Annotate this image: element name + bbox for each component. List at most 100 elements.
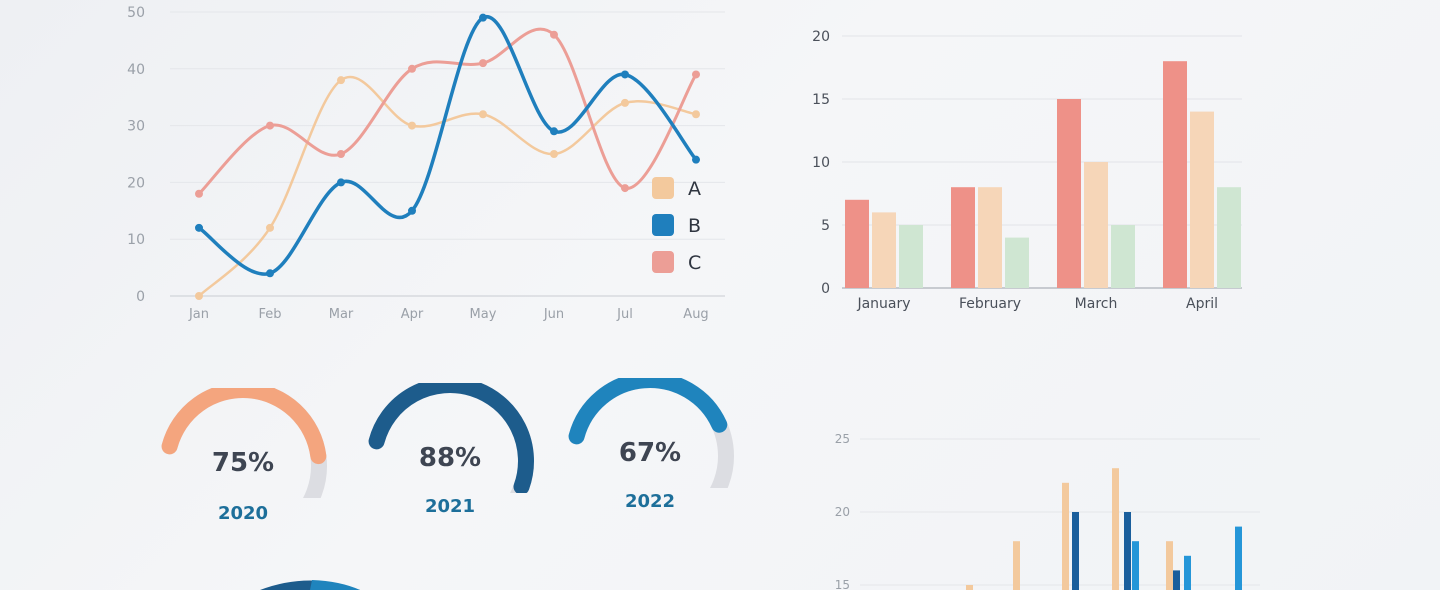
gauge-year: 2021	[424, 496, 476, 517]
x-tick-label: Jun	[543, 307, 564, 322]
bar-chart-2: 15 20 25	[835, 432, 1260, 590]
legend-swatch	[652, 251, 674, 273]
data-point	[479, 110, 487, 119]
bar	[1013, 541, 1020, 590]
data-point	[266, 223, 274, 232]
data-point	[550, 127, 558, 136]
y-tick-label: 10	[127, 232, 145, 248]
x-tick-label: Feb	[258, 307, 281, 322]
gauge-arc	[161, 382, 327, 528]
gauge-fill	[161, 382, 327, 465]
bar-chart: 0 5 10 15 20 January February March April	[812, 29, 1242, 312]
gauge-year: 2020	[217, 503, 269, 524]
gauge-arc	[368, 377, 534, 523]
bar	[1057, 99, 1081, 288]
data-point	[337, 150, 345, 158]
bar	[1166, 541, 1173, 590]
bar	[1072, 512, 1079, 590]
y-tick-label: 20	[812, 29, 830, 45]
bar	[1084, 162, 1108, 288]
legend-label: B	[688, 215, 701, 237]
y-tick-label: 25	[835, 432, 850, 446]
data-point	[550, 150, 558, 158]
bar	[845, 199, 869, 288]
bar	[978, 187, 1002, 288]
bar	[1124, 512, 1131, 590]
gauge-value: 88%	[418, 443, 482, 473]
bar	[966, 585, 973, 590]
data-point	[408, 206, 416, 215]
gauge-fill	[568, 372, 728, 445]
x-tick-label: April	[1186, 296, 1218, 312]
bar	[899, 225, 923, 288]
gauge-value: 67%	[618, 438, 682, 468]
gauge-year: 2022	[624, 491, 676, 512]
y-tick-label: 0	[821, 281, 830, 297]
data-point	[408, 64, 416, 73]
line-series-b	[197, 15, 698, 276]
data-point	[195, 292, 203, 300]
bar	[1217, 187, 1241, 288]
data-point	[408, 121, 416, 130]
bar	[951, 187, 975, 288]
x-tick-label: Apr	[401, 307, 424, 322]
legend-label: C	[688, 252, 701, 274]
y-tick-label: 30	[127, 119, 145, 135]
bar	[1132, 541, 1139, 590]
gauge-value: 75%	[211, 448, 275, 478]
bar	[1005, 237, 1029, 288]
line-chart: 0 10 20 30 40 50 Jan Feb Mar Apr May Jun Jul Aug ABC	[127, 5, 725, 322]
data-point	[195, 189, 203, 198]
bar	[1062, 482, 1069, 590]
y-tick-label: 15	[812, 92, 830, 108]
data-point	[266, 269, 274, 278]
y-tick-label: 20	[127, 175, 145, 191]
x-tick-label: Aug	[683, 307, 708, 322]
data-point	[195, 223, 203, 232]
bar	[1235, 526, 1242, 590]
data-point	[692, 155, 700, 164]
y-tick-label: 20	[835, 505, 850, 519]
data-point	[550, 30, 558, 39]
y-tick-label: 15	[835, 578, 850, 590]
x-tick-label: March	[1075, 296, 1118, 312]
gauge-2020: 75% 2020	[143, 382, 343, 548]
gauge-fill	[368, 377, 534, 495]
gauge-2021: 88% 2021	[350, 377, 550, 543]
gauge-2022: 67% 2022	[550, 372, 750, 538]
x-tick-label: January	[856, 296, 910, 312]
pie-chart-partial	[260, 580, 360, 590]
data-point	[479, 59, 487, 68]
y-tick-label: 50	[127, 5, 145, 21]
bar	[1184, 555, 1191, 590]
bar	[1190, 111, 1214, 288]
y-tick-label: 0	[136, 289, 145, 305]
data-point	[621, 184, 629, 193]
x-tick-label: Jul	[616, 307, 633, 322]
x-tick-label: May	[470, 307, 497, 322]
gauge-arc	[568, 372, 734, 518]
data-point	[621, 70, 629, 79]
y-tick-label: 5	[821, 218, 830, 234]
bar	[1112, 468, 1119, 590]
data-point	[337, 178, 345, 187]
data-point	[337, 76, 345, 85]
bar	[872, 212, 896, 288]
bar	[1111, 225, 1135, 288]
data-point	[266, 121, 274, 130]
x-tick-label: Mar	[329, 307, 354, 322]
data-point	[479, 13, 487, 22]
data-point	[692, 110, 700, 119]
data-point	[621, 98, 629, 107]
legend-swatch	[652, 214, 674, 236]
legend-swatch	[652, 177, 674, 199]
x-tick-label: Jan	[188, 307, 209, 322]
pie-slice	[310, 580, 360, 590]
line-series-a	[198, 76, 697, 297]
data-point	[692, 70, 700, 79]
y-tick-label: 10	[812, 155, 830, 171]
bar	[1173, 570, 1180, 590]
bar	[1163, 61, 1187, 289]
y-tick-label: 40	[127, 62, 145, 78]
x-tick-label: February	[959, 296, 1021, 312]
